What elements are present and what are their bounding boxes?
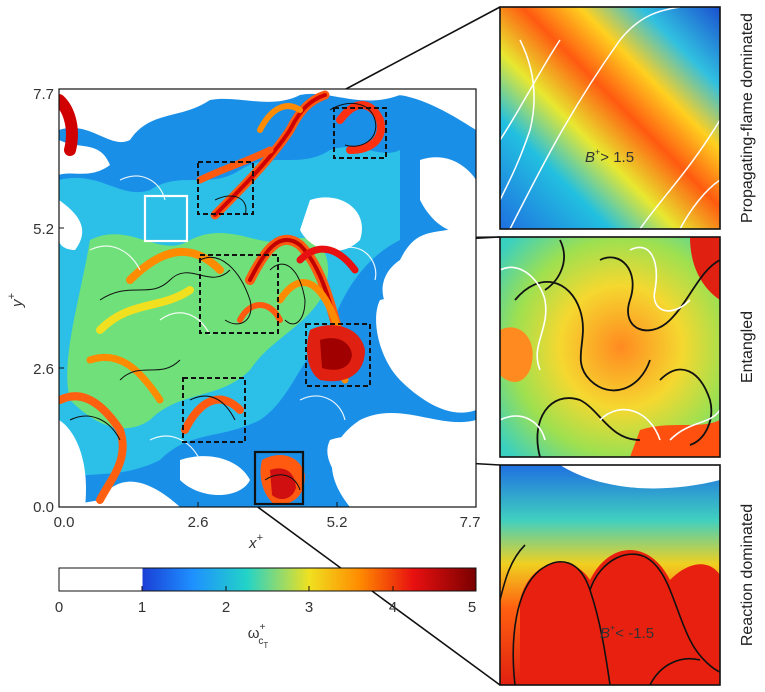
cb-tick-5: 5 [468,599,476,616]
x-tick-3: 7.7 [460,514,481,531]
cb-tick-1: 1 [138,599,146,616]
cb-tick-3: 3 [305,599,313,616]
side-label-propagating: Propagating-flame dominated [739,13,756,223]
cb-tick-2: 2 [222,599,230,616]
x-tick-labels: 0.0 2.6 5.2 7.7 [54,514,481,531]
inset-reaction: B+< -1.5 [499,464,721,686]
main-contour-plot [58,88,477,508]
side-label-entangled: Entangled [739,311,756,383]
x-tick-0: 0.0 [54,514,75,531]
inset1-annotation: B+> 1.5 [585,147,634,166]
colorbar-label: ω+ cT [248,622,269,650]
y-tick-1: 2.6 [33,361,54,378]
x-tick-1: 2.6 [188,514,209,531]
box-reaction [253,450,305,506]
y-tick-labels: 7.7 5.2 2.6 0.0 [33,86,54,516]
colorbar: 0 1 2 3 4 5 ω+ cT [55,567,477,650]
inset3-annotation: B+< -1.5 [600,623,654,642]
cb-tick-0: 0 [55,599,63,616]
inset-propagating-flame: B+> 1.5 [499,6,721,230]
main-axes [58,88,477,508]
y-tick-2: 5.2 [33,221,54,238]
cb-tick-4: 4 [389,599,397,616]
side-label-reaction: Reaction dominated [739,504,756,646]
box-propagating [143,194,189,243]
y-axis-label: y+ [6,292,26,308]
x-tick-2: 5.2 [327,514,348,531]
highlight-boxes [143,107,387,506]
y-tick-3: 7.7 [33,86,54,103]
x-axis-label: x+ [248,532,264,552]
box-entangled [199,254,279,334]
y-tick-0: 0.0 [33,499,54,516]
inset-entangled [499,236,721,458]
